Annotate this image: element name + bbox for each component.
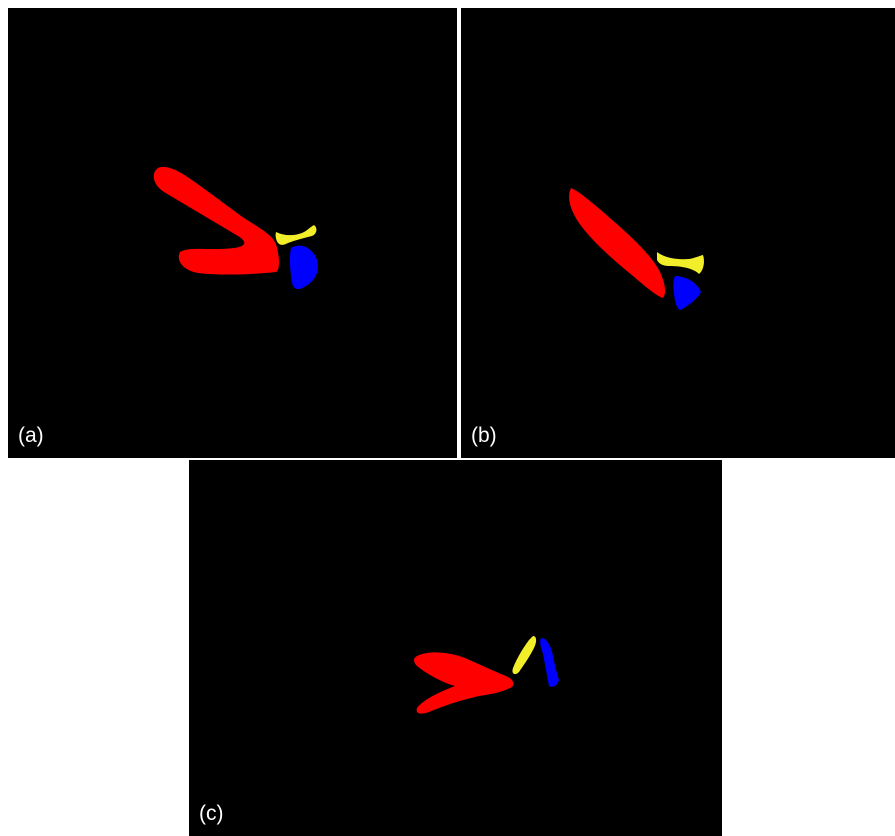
panel-label-b: (b) (471, 424, 497, 447)
red-region (153, 166, 279, 275)
segmentation-mask-b (569, 188, 704, 310)
panel-label-a: (a) (18, 424, 44, 447)
panel-label-c: (c) (199, 802, 224, 825)
red-region (569, 188, 666, 298)
segmentation-mask-c (414, 636, 559, 714)
red-region (414, 652, 514, 714)
blue-region (540, 638, 559, 687)
yellow-region (275, 225, 317, 245)
yellow-region (512, 636, 537, 675)
yellow-region (657, 252, 704, 274)
panel-a: (a) (8, 8, 457, 458)
blue-region (289, 245, 318, 290)
panel-c: (c) (189, 460, 722, 836)
blue-region (673, 276, 701, 310)
panel-b: (b) (461, 8, 895, 458)
segmentation-mask-a (153, 166, 318, 290)
